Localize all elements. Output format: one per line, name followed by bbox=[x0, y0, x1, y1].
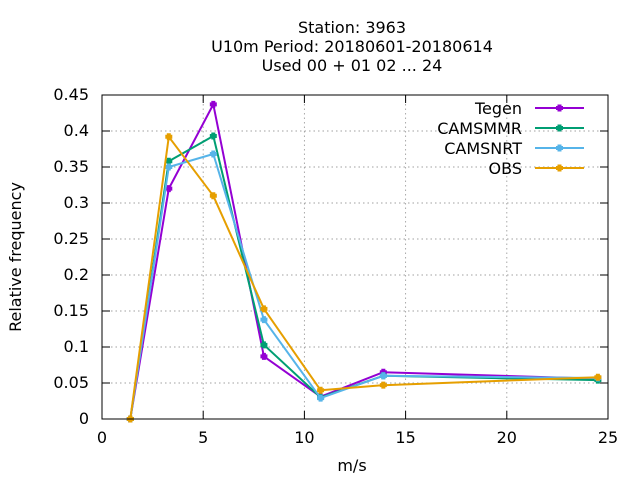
y-tick-label: 0.3 bbox=[64, 193, 89, 212]
y-tick-label: 0.2 bbox=[64, 265, 89, 284]
series-line bbox=[129, 103, 598, 420]
data-point bbox=[209, 100, 217, 108]
y-tick-label: 0.4 bbox=[64, 121, 89, 140]
legend-marker bbox=[556, 104, 563, 112]
x-tick-label: 20 bbox=[497, 428, 517, 447]
y-tick-label: 0.1 bbox=[64, 337, 89, 356]
data-point bbox=[317, 386, 325, 394]
chart-title: Station: 3963 U10m Period: 20180601-2018… bbox=[211, 18, 493, 75]
data-point bbox=[260, 316, 268, 324]
x-tick-label: 5 bbox=[198, 428, 208, 447]
y-tick-label: 0.15 bbox=[53, 301, 89, 320]
legend-entry: OBS bbox=[489, 159, 584, 178]
data-point bbox=[260, 352, 268, 360]
series-layer bbox=[126, 100, 602, 423]
data-point bbox=[165, 185, 173, 193]
y-tick-label: 0.45 bbox=[53, 85, 89, 104]
series-obs bbox=[126, 133, 602, 423]
x-tick-label: 15 bbox=[395, 428, 415, 447]
legend-marker bbox=[556, 124, 563, 132]
legend-marker bbox=[556, 144, 563, 152]
data-point bbox=[379, 372, 387, 380]
title-line-2: U10m Period: 20180601-20180614 bbox=[211, 37, 493, 56]
plot-frame bbox=[101, 94, 609, 420]
x-axis-label: m/s bbox=[337, 456, 366, 475]
y-tick-label: 0.25 bbox=[53, 229, 89, 248]
series-tegen bbox=[126, 100, 602, 423]
grid-lines bbox=[102, 95, 608, 419]
data-point bbox=[317, 394, 325, 402]
data-point bbox=[165, 157, 173, 165]
y-axis-label: Relative frequency bbox=[6, 182, 25, 332]
legend-entry: CAMSMMR bbox=[437, 119, 584, 138]
legend-label: OBS bbox=[489, 159, 522, 178]
y-tick-label: 0.05 bbox=[53, 373, 89, 392]
data-point bbox=[209, 192, 217, 200]
title-line-3: Used 00 + 01 02 ... 24 bbox=[262, 56, 443, 75]
legend-marker bbox=[556, 164, 563, 172]
y-tick-label: 0.35 bbox=[53, 157, 89, 176]
x-tick-label: 10 bbox=[294, 428, 314, 447]
data-point bbox=[260, 341, 268, 349]
title-line-1: Station: 3963 bbox=[298, 18, 406, 37]
data-point bbox=[165, 133, 173, 141]
legend-entry: Tegen bbox=[474, 99, 584, 118]
data-point bbox=[165, 163, 173, 171]
axis-ticks: 0 0.05 0.1 0.15 0.2 0.25 0.3 0.35 0.4 0.45 0 5 10 15 2… bbox=[53, 85, 618, 447]
series-camsnrt bbox=[126, 150, 602, 423]
data-point bbox=[379, 381, 387, 389]
x-tick-label: 0 bbox=[97, 428, 107, 447]
data-point bbox=[209, 150, 217, 158]
data-point bbox=[209, 132, 217, 140]
data-point bbox=[594, 373, 602, 381]
y-tick-label: 0 bbox=[79, 409, 89, 428]
x-tick-label: 25 bbox=[598, 428, 618, 447]
data-point bbox=[260, 305, 268, 313]
legend-label: CAMSMMR bbox=[437, 119, 522, 138]
legend-label: Tegen bbox=[474, 99, 522, 118]
legend-label: CAMSNRT bbox=[444, 139, 522, 158]
legend-entry: CAMSNRT bbox=[444, 139, 584, 158]
